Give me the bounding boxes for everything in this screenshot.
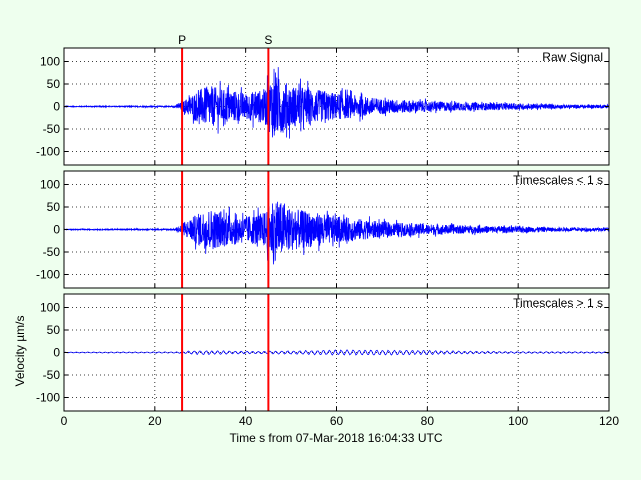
y-tick-label: -100	[36, 145, 60, 159]
signal-trace	[63, 349, 610, 356]
x-tick-label: 60	[330, 414, 344, 428]
panel-1: P S -100 -50 0 50 100 Raw Signal	[36, 33, 610, 166]
panel-title: Raw Signal	[542, 50, 603, 64]
y-tick-label: -50	[43, 245, 61, 259]
y-axis-label: Velocity µm/s	[13, 316, 27, 387]
y-tick-label: 0	[53, 346, 60, 360]
phase-marker-label: S	[264, 33, 272, 47]
y-tick-label: 100	[40, 301, 60, 315]
y-tick-label: 100	[40, 178, 60, 192]
x-tick-label: 20	[148, 414, 162, 428]
y-tick-label: -50	[43, 368, 61, 382]
panels-group: P S -100 -50 0 50 100 Raw Signal -100 -50 0 50 100 Ti…	[36, 33, 619, 428]
panel-title: Timescales > 1 s	[513, 296, 603, 310]
panel-3: -100 -50 0 50 100 0 20 40 60 80 100 120 Timescales >…	[36, 293, 619, 428]
x-tick-label: 80	[421, 414, 435, 428]
signal-trace	[63, 201, 610, 265]
signal-trace	[63, 67, 610, 139]
x-tick-label: 0	[61, 414, 68, 428]
y-tick-label: 0	[53, 223, 60, 237]
y-tick-label: 50	[47, 77, 61, 91]
x-axis-label: Time s from 07-Mar-2018 16:04:33 UTC	[230, 431, 443, 445]
y-tick-label: -100	[36, 391, 60, 405]
x-tick-label: 120	[599, 414, 619, 428]
y-tick-label: 50	[47, 200, 61, 214]
y-tick-label: 0	[53, 100, 60, 114]
panel-title: Timescales < 1 s	[513, 173, 603, 187]
phase-marker-label: P	[178, 33, 186, 47]
y-tick-label: 100	[40, 55, 60, 69]
x-tick-label: 100	[508, 414, 528, 428]
y-tick-label: -100	[36, 268, 60, 282]
x-tick-label: 40	[239, 414, 253, 428]
panel-2: -100 -50 0 50 100 Timescales < 1 s	[36, 170, 610, 289]
y-tick-label: -50	[43, 122, 61, 136]
y-tick-label: 50	[47, 323, 61, 337]
